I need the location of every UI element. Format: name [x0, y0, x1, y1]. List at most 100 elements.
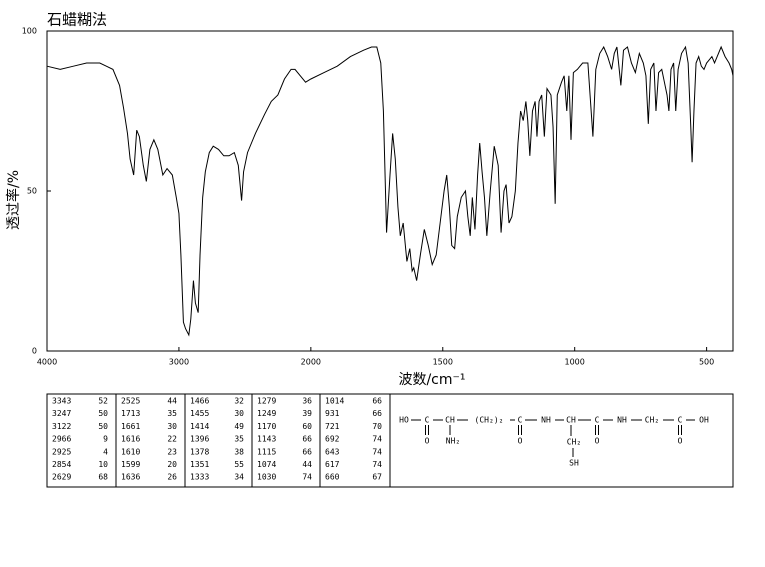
x-tick-label: 1000	[565, 358, 585, 367]
structure-bonds	[411, 419, 695, 457]
peak-transmittance: 38	[234, 447, 244, 456]
peak-transmittance: 23	[167, 447, 177, 456]
atom: C	[425, 416, 430, 425]
structure: HO C CH (CH₂)₂ C NH CH C NH CH₂ C OH O N…	[399, 416, 709, 468]
peak-wavenumber: 2629	[52, 473, 71, 482]
peak-transmittance: 50	[98, 422, 108, 431]
peak-transmittance: 74	[302, 473, 312, 482]
peak-transmittance: 74	[372, 447, 382, 456]
peak-transmittance: 20	[167, 460, 177, 469]
peak-transmittance: 55	[234, 460, 244, 469]
peak-wavenumber: 692	[325, 435, 340, 444]
peak-wavenumber: 721	[325, 422, 340, 431]
peak-transmittance: 9	[103, 435, 108, 444]
peak-wavenumber: 1414	[190, 422, 209, 431]
peak-wavenumber: 1014	[325, 397, 344, 406]
atom: C	[518, 416, 523, 425]
atom: NH	[617, 416, 627, 425]
y-tick-label: 100	[22, 27, 37, 36]
peak-wavenumber: 3247	[52, 409, 71, 418]
atom: O	[518, 437, 523, 446]
peak-wavenumber: 1074	[257, 460, 276, 469]
atom: O	[678, 437, 683, 446]
peak-wavenumber: 660	[325, 473, 340, 482]
peak-wavenumber: 2525	[121, 397, 140, 406]
peak-transmittance: 66	[372, 409, 382, 418]
peak-wavenumber: 1466	[190, 397, 209, 406]
atom: HO	[399, 416, 409, 425]
peak-transmittance: 52	[98, 397, 108, 406]
peak-wavenumber: 1351	[190, 460, 209, 469]
peak-transmittance: 35	[167, 409, 177, 418]
x-tick-label: 4000	[37, 358, 57, 367]
peak-transmittance: 35	[234, 435, 244, 444]
atom: NH	[541, 416, 551, 425]
peak-transmittance: 68	[98, 473, 108, 482]
peak-wavenumber: 1378	[190, 447, 209, 456]
peak-wavenumber: 1170	[257, 422, 276, 431]
y-tick-label: 50	[27, 187, 37, 196]
peak-transmittance: 4	[103, 447, 108, 456]
atom: O	[595, 437, 600, 446]
peak-transmittance: 70	[372, 422, 382, 431]
peak-wavenumber: 1030	[257, 473, 276, 482]
peak-transmittance: 30	[167, 422, 177, 431]
atom: NH₂	[446, 437, 460, 446]
peak-transmittance: 34	[234, 473, 244, 482]
peak-transmittance: 26	[167, 473, 177, 482]
peak-transmittance: 10	[98, 460, 108, 469]
atom: CH₂	[645, 416, 659, 425]
peak-wavenumber: 1115	[257, 447, 276, 456]
peak-wavenumber: 2966	[52, 435, 71, 444]
plot-frame	[46, 30, 734, 352]
peak-transmittance: 44	[302, 460, 312, 469]
peak-transmittance: 49	[234, 422, 244, 431]
x-tick-label: 2000	[301, 358, 321, 367]
peak-wavenumber: 1610	[121, 447, 140, 456]
peak-transmittance: 36	[302, 397, 312, 406]
peak-transmittance: 50	[98, 409, 108, 418]
atom: CH	[445, 416, 455, 425]
x-axis-label: 波数/cm⁻¹	[398, 372, 465, 388]
peak-wavenumber: 2925	[52, 447, 71, 456]
atom: SH	[569, 459, 579, 468]
x-tick-label: 1500	[433, 358, 453, 367]
atom: (CH₂)₂	[475, 416, 504, 425]
atom: CH₂	[567, 438, 581, 447]
peak-transmittance: 67	[372, 473, 382, 482]
peak-wavenumber: 1279	[257, 397, 276, 406]
peak-wavenumber: 1143	[257, 435, 276, 444]
atom: OH	[699, 416, 709, 425]
peak-transmittance: 74	[372, 435, 382, 444]
peak-wavenumber: 1333	[190, 473, 209, 482]
peak-wavenumber: 617	[325, 460, 340, 469]
peak-transmittance: 66	[372, 397, 382, 406]
peak-transmittance: 74	[372, 460, 382, 469]
x-tick-label: 500	[699, 358, 714, 367]
peak-transmittance: 22	[167, 435, 177, 444]
x-tick-label: 3000	[169, 358, 189, 367]
peak-wavenumber: 1616	[121, 435, 140, 444]
peak-transmittance: 66	[302, 447, 312, 456]
atom: C	[678, 416, 683, 425]
atom: O	[425, 437, 430, 446]
spectrum-line	[46, 45, 734, 337]
y-tick-label: 0	[32, 347, 37, 356]
peak-transmittance: 30	[234, 409, 244, 418]
peak-wavenumber: 1713	[121, 409, 140, 418]
peak-transmittance: 32	[234, 397, 244, 406]
y-axis-label: 透过率/%	[5, 170, 22, 230]
peak-wavenumber: 643	[325, 447, 340, 456]
peak-wavenumber: 1249	[257, 409, 276, 418]
peak-wavenumber: 931	[325, 409, 340, 418]
peak-wavenumber: 1599	[121, 460, 140, 469]
peak-transmittance: 60	[302, 422, 312, 431]
peak-transmittance: 66	[302, 435, 312, 444]
peak-wavenumber: 1661	[121, 422, 140, 431]
peak-transmittance: 44	[167, 397, 177, 406]
peak-transmittance: 39	[302, 409, 312, 418]
peak-wavenumber: 1636	[121, 473, 140, 482]
atom: C	[595, 416, 600, 425]
chart-title: 石蜡糊法	[47, 11, 107, 29]
